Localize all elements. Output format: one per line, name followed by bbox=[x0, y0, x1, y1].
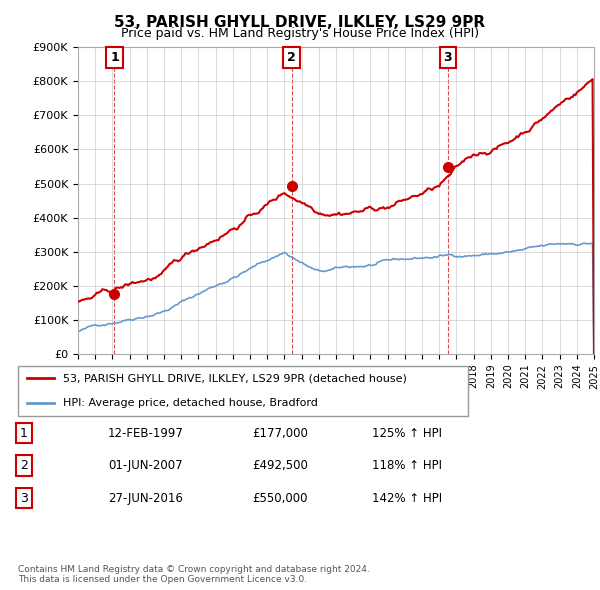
Text: 142% ↑ HPI: 142% ↑ HPI bbox=[372, 491, 442, 504]
Text: 3: 3 bbox=[443, 51, 452, 64]
Text: £550,000: £550,000 bbox=[252, 491, 308, 504]
Text: Price paid vs. HM Land Registry's House Price Index (HPI): Price paid vs. HM Land Registry's House … bbox=[121, 27, 479, 40]
Text: 53, PARISH GHYLL DRIVE, ILKLEY, LS29 9PR: 53, PARISH GHYLL DRIVE, ILKLEY, LS29 9PR bbox=[115, 15, 485, 30]
Text: £177,000: £177,000 bbox=[252, 427, 308, 440]
Text: HPI: Average price, detached house, Bradford: HPI: Average price, detached house, Brad… bbox=[63, 398, 318, 408]
FancyBboxPatch shape bbox=[18, 366, 468, 416]
Text: Contains HM Land Registry data © Crown copyright and database right 2024.
This d: Contains HM Land Registry data © Crown c… bbox=[18, 565, 370, 584]
Text: 12-FEB-1997: 12-FEB-1997 bbox=[108, 427, 184, 440]
Text: 2: 2 bbox=[20, 459, 28, 472]
Text: 118% ↑ HPI: 118% ↑ HPI bbox=[372, 459, 442, 472]
Text: £492,500: £492,500 bbox=[252, 459, 308, 472]
Text: 1: 1 bbox=[110, 51, 119, 64]
Text: 125% ↑ HPI: 125% ↑ HPI bbox=[372, 427, 442, 440]
Text: 1: 1 bbox=[20, 427, 28, 440]
Text: 27-JUN-2016: 27-JUN-2016 bbox=[108, 491, 183, 504]
Text: 2: 2 bbox=[287, 51, 296, 64]
Text: 3: 3 bbox=[20, 491, 28, 504]
Text: 01-JUN-2007: 01-JUN-2007 bbox=[108, 459, 182, 472]
Text: 53, PARISH GHYLL DRIVE, ILKLEY, LS29 9PR (detached house): 53, PARISH GHYLL DRIVE, ILKLEY, LS29 9PR… bbox=[63, 373, 407, 384]
